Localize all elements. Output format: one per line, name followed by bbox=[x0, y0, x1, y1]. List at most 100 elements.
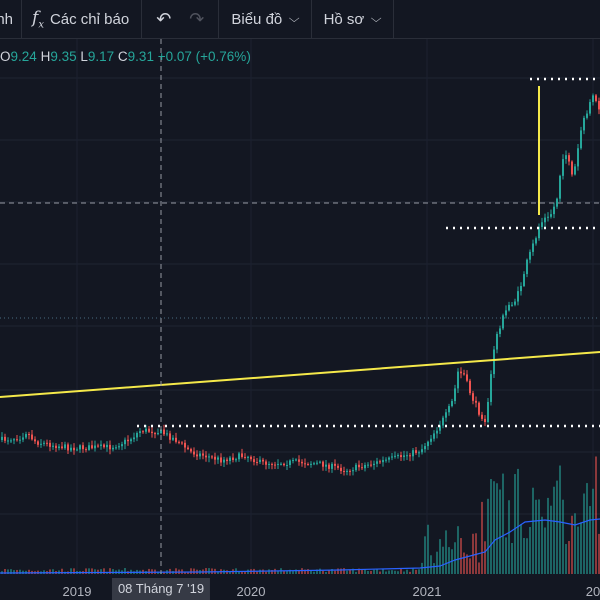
volume-bar bbox=[256, 571, 258, 574]
candle-body bbox=[145, 428, 147, 432]
candle-body bbox=[313, 463, 315, 465]
candle-body bbox=[502, 315, 504, 329]
volume-bar bbox=[529, 526, 531, 574]
volume-bar bbox=[349, 569, 351, 574]
candle-body bbox=[463, 373, 465, 375]
volume-bar bbox=[394, 570, 396, 574]
candle-body bbox=[298, 459, 300, 462]
volume-bar bbox=[583, 493, 585, 574]
candle-body bbox=[10, 440, 12, 442]
candle-body bbox=[460, 371, 462, 374]
volume-bar bbox=[109, 568, 111, 574]
volume-bar bbox=[496, 483, 498, 574]
time-tick-2019: 2019 bbox=[62, 584, 92, 599]
candle-body bbox=[430, 438, 432, 442]
volume-bar bbox=[391, 570, 393, 574]
volume-bar bbox=[469, 558, 471, 574]
profile-menu-button[interactable]: Hồ sơ ⌵ bbox=[312, 0, 393, 38]
candle-body bbox=[34, 439, 36, 442]
volume-bar bbox=[466, 554, 468, 574]
volume-bar bbox=[445, 530, 447, 574]
candle-body bbox=[583, 117, 585, 131]
candle-body bbox=[85, 449, 87, 451]
candle-body bbox=[241, 453, 243, 457]
candle-body bbox=[295, 459, 297, 461]
candle-body bbox=[4, 436, 6, 441]
volume-bar bbox=[499, 489, 501, 574]
volume-bar bbox=[70, 568, 72, 574]
toolbar-divider bbox=[310, 0, 312, 38]
candle-body bbox=[100, 444, 102, 446]
volume-bar bbox=[427, 524, 429, 574]
candle-body bbox=[385, 459, 387, 461]
time-axis[interactable]: 2019 2020 2021 20 bbox=[0, 574, 600, 600]
undo-redo-group: ↶ ↷ bbox=[142, 0, 218, 38]
volume-bar bbox=[415, 569, 417, 574]
candle-body bbox=[427, 441, 429, 447]
candle-body bbox=[319, 461, 321, 463]
candle-body bbox=[103, 444, 105, 448]
volume-bar bbox=[487, 498, 489, 574]
volume-bar bbox=[553, 486, 555, 574]
legend-open-value: 9.24 bbox=[10, 49, 37, 64]
volume-bar bbox=[397, 571, 399, 574]
volume-bar bbox=[589, 506, 591, 574]
candle-body bbox=[250, 456, 252, 460]
candle-body bbox=[337, 465, 339, 468]
toolbar-divider bbox=[218, 0, 220, 38]
chart-menu-button[interactable]: Biểu đồ ⌵ bbox=[219, 0, 310, 38]
candle-body bbox=[244, 456, 246, 458]
candle-body bbox=[598, 100, 600, 110]
candle-body bbox=[163, 429, 165, 435]
volume-bar bbox=[112, 569, 114, 574]
volume-bar bbox=[520, 524, 522, 574]
candle-body bbox=[205, 455, 207, 458]
indicators-button[interactable]: fx Các chỉ báo bbox=[22, 0, 141, 38]
volume-bar bbox=[382, 569, 384, 574]
candle-body bbox=[565, 155, 567, 160]
candle-body bbox=[28, 434, 30, 436]
redo-icon[interactable]: ↷ bbox=[189, 8, 205, 29]
volume-bar bbox=[448, 547, 450, 574]
chevron-down-icon: ⌵ bbox=[371, 12, 382, 25]
candle-body bbox=[79, 445, 81, 450]
candle-body bbox=[130, 439, 132, 442]
candle-body bbox=[22, 437, 24, 440]
candle-body bbox=[346, 470, 348, 472]
candle-body bbox=[514, 301, 516, 305]
volume-bar bbox=[559, 465, 561, 574]
volume-bar bbox=[286, 570, 288, 574]
volume-bar bbox=[373, 569, 375, 574]
price-chart[interactable] bbox=[0, 39, 600, 600]
volume-bar bbox=[412, 568, 414, 574]
volume-bar bbox=[334, 570, 336, 574]
volume-bar bbox=[436, 551, 438, 574]
volume-bar bbox=[376, 569, 378, 574]
volume-bar bbox=[271, 569, 273, 574]
candle-body bbox=[235, 459, 237, 461]
candle-body bbox=[367, 464, 369, 466]
candle-body bbox=[139, 431, 141, 434]
candle-body bbox=[400, 455, 402, 458]
volume-bar bbox=[502, 473, 504, 574]
candle-body bbox=[64, 444, 66, 449]
volume-bar bbox=[337, 568, 339, 574]
candle-body bbox=[292, 460, 294, 462]
candle-body bbox=[532, 243, 534, 252]
undo-icon[interactable]: ↶ bbox=[156, 8, 172, 29]
candle-body bbox=[217, 457, 219, 460]
volume-bar bbox=[364, 568, 366, 574]
volume-bar bbox=[4, 568, 6, 574]
volume-bar bbox=[517, 468, 519, 574]
candle-body bbox=[307, 464, 309, 466]
candle-body bbox=[559, 175, 561, 199]
volume-bar bbox=[262, 569, 264, 574]
candle-body bbox=[214, 456, 216, 460]
volume-bar bbox=[379, 571, 381, 574]
toolbar-partial-button[interactable]: anh bbox=[0, 0, 21, 38]
candle-body bbox=[160, 429, 162, 434]
volume-bar bbox=[205, 568, 207, 574]
candle-body bbox=[415, 450, 417, 453]
candle-body bbox=[487, 401, 489, 423]
candle-body bbox=[352, 470, 354, 472]
